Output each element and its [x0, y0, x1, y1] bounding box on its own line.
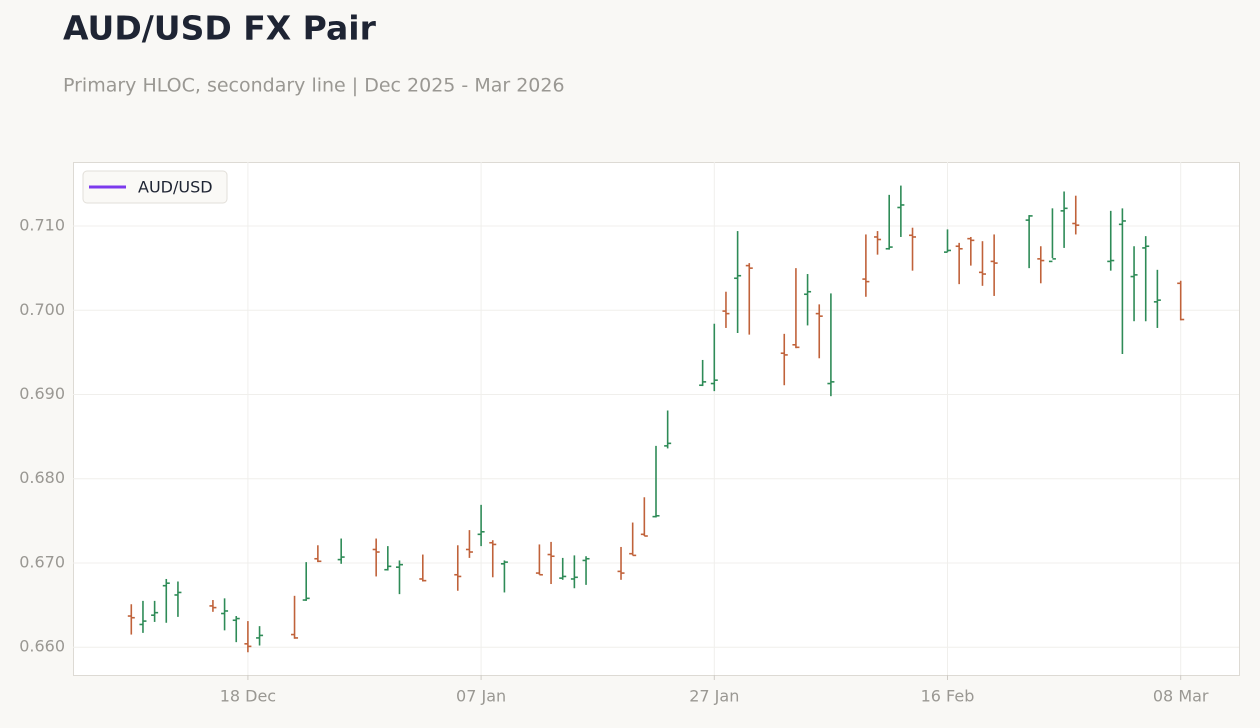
x-tick-label: 16 Feb: [921, 687, 975, 706]
x-tick-label: 27 Jan: [689, 687, 739, 706]
legend-label: AUD/USD: [138, 178, 213, 197]
marks: [127, 185, 1185, 653]
plot-area: [73, 162, 1240, 676]
y-tick-label: 0.710: [19, 216, 65, 235]
x-tick-label: 18 Dec: [220, 687, 276, 706]
y-tick-label: 0.680: [19, 468, 65, 487]
legend: AUD/USD: [82, 170, 228, 204]
x-tick-label: 07 Jan: [456, 687, 506, 706]
chart-subtitle: Primary HLOC, secondary line | Dec 2025 …: [63, 75, 565, 97]
x-tick-label: 08 Mar: [1153, 687, 1209, 706]
legend-box: [82, 170, 228, 204]
chart-title: AUD/USD FX Pair: [63, 9, 377, 48]
y-tick-label: 0.700: [19, 300, 65, 319]
y-tick-label: 0.660: [19, 637, 65, 656]
y-tick-label: 0.690: [19, 384, 65, 403]
y-tick-label: 0.670: [19, 552, 65, 571]
